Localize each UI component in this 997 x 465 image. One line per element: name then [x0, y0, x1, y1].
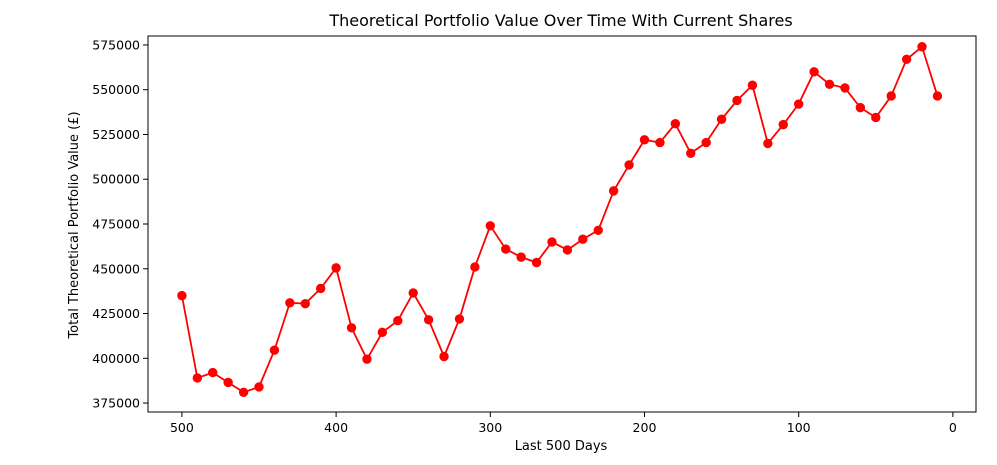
x-tick-label: 100: [787, 420, 811, 435]
data-point: [177, 290, 187, 301]
chart-title: Theoretical Portfolio Value Over Time Wi…: [328, 11, 792, 30]
data-point: [470, 262, 480, 272]
data-point: [716, 114, 727, 124]
y-tick-label: 550000: [92, 82, 140, 97]
data-point: [901, 54, 912, 64]
y-tick-label: 450000: [92, 261, 140, 276]
data-point: [809, 67, 819, 77]
y-tick-label: 475000: [92, 217, 140, 232]
data-point: [377, 327, 388, 338]
x-tick-label: 500: [170, 420, 194, 435]
x-axis-label: Last 500 Days: [515, 439, 608, 454]
y-tick-label: 425000: [92, 306, 140, 321]
series-line: [181, 45, 939, 394]
data-point: [778, 119, 788, 130]
data-point: [300, 298, 310, 309]
data-point: [439, 351, 449, 362]
data-point: [547, 237, 557, 247]
data-point: [393, 315, 403, 326]
data-point: [285, 298, 295, 308]
data-point: [732, 95, 742, 106]
data-point: [840, 83, 850, 93]
data-point: [516, 252, 526, 262]
data-point: [208, 367, 218, 378]
data-point: [917, 42, 927, 52]
data-point: [408, 288, 418, 298]
data-point: [655, 137, 665, 148]
data-point: [454, 314, 465, 324]
data-point: [223, 377, 233, 388]
data-point: [855, 102, 866, 113]
y-tick-label: 375000: [92, 396, 140, 411]
data-point: [501, 244, 511, 254]
data-point: [423, 315, 434, 325]
x-tick-label: 300: [478, 420, 502, 435]
y-tick-label: 575000: [92, 37, 140, 52]
data-point: [670, 119, 681, 129]
data-point: [192, 373, 203, 383]
data-point: [346, 323, 357, 333]
plot-area: [147, 35, 977, 413]
data-point: [932, 91, 943, 101]
x-tick-label: 400: [324, 420, 348, 435]
data-point: [531, 257, 542, 268]
data-point: [701, 137, 711, 148]
data-point: [238, 387, 249, 397]
data-point: [793, 99, 804, 109]
y-axis: 375000 400000 425000 450000 475000 500000 5250…: [92, 37, 148, 411]
data-point: [562, 245, 573, 255]
data-point: [763, 138, 773, 149]
data-point: [578, 234, 588, 244]
data-point: [269, 345, 280, 355]
x-axis: 500 400 300 200 100 0: [170, 412, 957, 435]
y-axis-label: Total Theoretical Portfolio Value (£): [67, 111, 82, 339]
data-point: [886, 91, 896, 101]
data-point: [624, 160, 634, 170]
data-point: [639, 135, 650, 145]
data-point: [593, 225, 603, 235]
y-tick-label: 525000: [92, 127, 140, 142]
data-point: [485, 221, 495, 231]
data-point: [254, 382, 264, 392]
data-point: [824, 79, 835, 90]
data-point: [315, 283, 326, 294]
data-point: [331, 263, 341, 273]
y-tick-label: 400000: [92, 351, 140, 366]
x-tick-label: 0: [949, 420, 957, 435]
data-point: [747, 80, 758, 90]
data-point: [871, 112, 881, 123]
x-tick-label: 200: [633, 420, 657, 435]
data-point: [686, 148, 696, 158]
data-point: [608, 186, 619, 196]
data-point: [362, 354, 372, 364]
y-tick-label: 500000: [92, 172, 140, 187]
